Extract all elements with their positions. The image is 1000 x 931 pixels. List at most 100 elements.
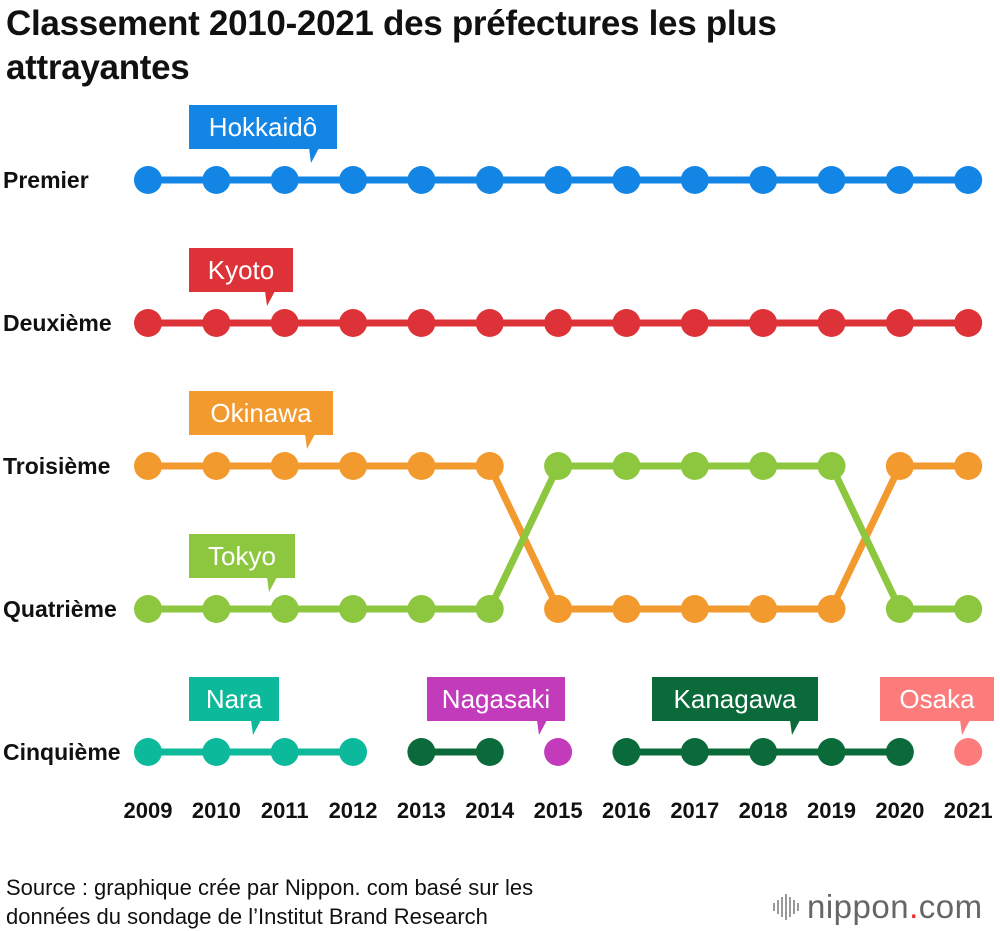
point-hokkaido-2010 [202, 166, 231, 194]
point-hokkaido-2015 [544, 166, 573, 194]
point-tokyo-2018 [749, 452, 778, 480]
year-label-2020: 2020 [875, 798, 924, 823]
label-pointer-kanagawa [790, 720, 800, 735]
logo-bars-icon [773, 894, 799, 920]
point-hokkaido-2011 [270, 166, 299, 194]
year-label-2015: 2015 [534, 798, 583, 823]
label-pointer-osaka [960, 720, 970, 735]
point-okinawa-2010 [202, 452, 231, 480]
point-kyoto-2014 [475, 309, 504, 337]
label-box-hokkaido [189, 105, 337, 149]
point-kyoto-2017 [680, 309, 709, 337]
point-okinawa-2016 [612, 595, 641, 623]
point-okinawa-2011 [270, 452, 299, 480]
rank-label-deuxieme: Deuxième [3, 310, 112, 336]
point-tokyo-2020 [885, 595, 914, 623]
rank-axis-labels: Premier Deuxième Troisième Quatrième Cinquiè… [3, 167, 121, 765]
point-okinawa-2019 [817, 595, 846, 623]
point-kanagawa-2018 [749, 738, 778, 766]
year-label-2019: 2019 [807, 798, 856, 823]
point-hokkaido-2016 [612, 166, 641, 194]
label-box-osaka [880, 677, 994, 721]
point-hokkaido-2017 [680, 166, 709, 194]
label-pointer-nara [251, 720, 261, 735]
point-kanagawa-2019 [817, 738, 846, 766]
point-okinawa-2018 [749, 595, 778, 623]
point-hokkaido-2009 [134, 166, 162, 194]
point-kyoto-2020 [885, 309, 914, 337]
series-hokkaido [134, 166, 983, 194]
point-okinawa-2009 [134, 452, 162, 480]
rank-label-troisieme: Troisième [3, 453, 110, 479]
point-kyoto-2011 [270, 309, 299, 337]
series-label-kyoto: Kyoto [189, 248, 293, 306]
point-tokyo-2019 [817, 452, 846, 480]
series-nara [134, 738, 368, 766]
series-label-tokyo: Tokyo [189, 534, 295, 592]
point-tokyo-2010 [202, 595, 231, 623]
chart-title: Classement 2010-2021 des préfectures les… [6, 4, 777, 87]
point-okinawa-2015 [544, 595, 573, 623]
label-pointer-okinawa [305, 434, 315, 449]
label-box-tokyo [189, 534, 295, 578]
year-label-2012: 2012 [329, 798, 378, 823]
year-axis-labels: 2009 2010 2011 2012 2013 2014 2015 2016 2017 2018… [124, 798, 993, 823]
point-tokyo-2012 [339, 595, 368, 623]
series-label-osaka: Osaka [880, 677, 994, 735]
point-osaka-2021 [954, 738, 983, 766]
point-tokyo-2014 [475, 595, 504, 623]
point-okinawa-2021 [954, 452, 983, 480]
point-nara-2010 [202, 738, 231, 766]
point-nagasaki-2015 [544, 738, 573, 766]
point-kyoto-2016 [612, 309, 641, 337]
label-box-nagasaki [427, 677, 565, 721]
point-tokyo-2016 [612, 452, 641, 480]
year-label-2013: 2013 [397, 798, 446, 823]
point-hokkaido-2021 [954, 166, 983, 194]
nippon-logo: nippon.com [773, 887, 983, 927]
point-kyoto-2009 [134, 309, 162, 337]
label-box-okinawa [189, 391, 333, 435]
year-label-2011: 2011 [261, 798, 309, 823]
segment-tokyo-2014 [486, 462, 562, 613]
year-label-2014: 2014 [465, 798, 515, 823]
series-label-kanagawa: Kanagawa [652, 677, 818, 735]
point-okinawa-2013 [407, 452, 436, 480]
point-hokkaido-2018 [749, 166, 778, 194]
series-layer [134, 166, 983, 766]
label-pointer-tokyo [267, 577, 277, 592]
point-kyoto-2019 [817, 309, 846, 337]
series-nagasaki [544, 738, 573, 766]
year-label-2017: 2017 [670, 798, 719, 823]
source-line-2: données du sondage de l’Institut Brand R… [6, 904, 488, 929]
point-kanagawa-2013 [407, 738, 436, 766]
label-box-kyoto [189, 248, 293, 292]
series-tokyo [134, 452, 983, 623]
point-tokyo-2009 [134, 595, 162, 623]
series-kyoto [134, 309, 983, 337]
point-kanagawa-2016 [612, 738, 641, 766]
label-pointer-kyoto [265, 291, 275, 306]
series-label-layer: Hokkaidô Kyoto Okinawa Tokyo Nara Nagasaki Kan… [189, 105, 994, 735]
point-tokyo-2015 [544, 452, 573, 480]
rank-label-quatrieme: Quatrième [3, 596, 117, 622]
point-hokkaido-2014 [475, 166, 504, 194]
series-label-nagasaki: Nagasaki [427, 677, 565, 735]
point-hokkaido-2020 [885, 166, 914, 194]
point-okinawa-2017 [680, 595, 709, 623]
point-hokkaido-2013 [407, 166, 436, 194]
point-kyoto-2015 [544, 309, 573, 337]
point-tokyo-2021 [954, 595, 983, 623]
year-label-2018: 2018 [739, 798, 788, 823]
point-okinawa-2012 [339, 452, 368, 480]
point-nara-2011 [270, 738, 299, 766]
rank-label-premier: Premier [3, 167, 89, 193]
point-kyoto-2021 [954, 309, 983, 337]
rank-label-cinquieme: Cinquième [3, 739, 121, 765]
source-note: Source : graphique crée par Nippon. com … [6, 873, 533, 931]
series-osaka [954, 738, 983, 766]
year-label-2016: 2016 [602, 798, 651, 823]
point-kyoto-2013 [407, 309, 436, 337]
label-text-okinawa: Okinawa [210, 398, 312, 428]
